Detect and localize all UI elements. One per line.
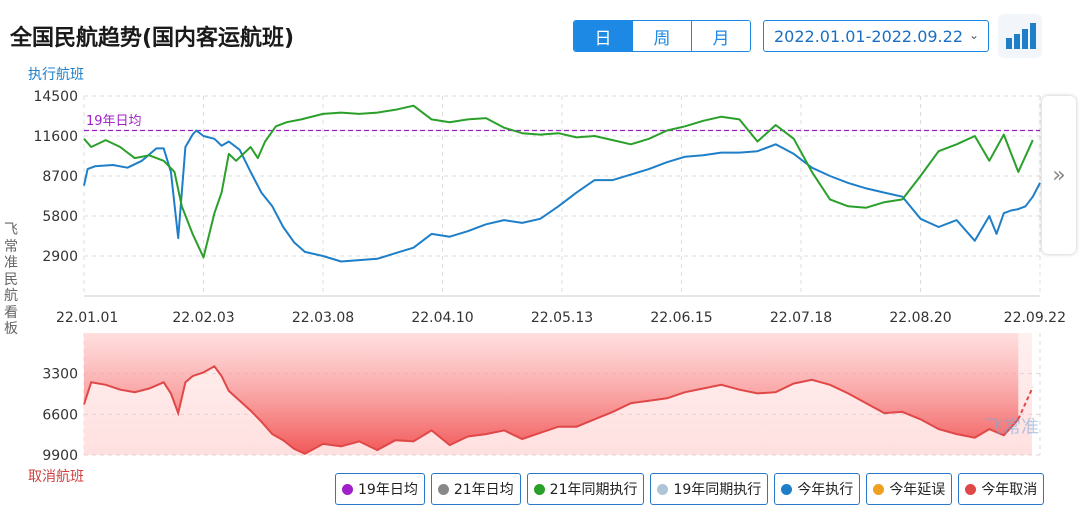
- legend-label: 今年取消: [981, 482, 1038, 498]
- x-tick-label: 22.04.10: [411, 310, 473, 326]
- bottom-bg: [84, 333, 1032, 455]
- series-line-2021-exec: [83, 104, 1034, 259]
- top-series: [83, 104, 1041, 263]
- legend-dot: [657, 483, 669, 495]
- legend-item-2019-exec[interactable]: 19年同期执行: [650, 473, 769, 505]
- period-day-button[interactable]: 日: [574, 21, 632, 51]
- x-tick-label: 22.07.18: [770, 310, 832, 326]
- bottom-y-tick-label: 9900: [42, 448, 78, 464]
- legend-dot: [781, 483, 793, 495]
- legend-item-2019-avg[interactable]: 19年日均: [335, 473, 425, 505]
- top-y-tick-label: 14500: [33, 89, 78, 105]
- legend-label: 21年日均: [453, 482, 514, 498]
- legend-label: 19年同期执行: [673, 482, 762, 498]
- chevron-down-icon: ⌄: [968, 28, 979, 42]
- top-y-tick-label: 5800: [42, 209, 78, 225]
- legend-item-2022-delay[interactable]: 今年延误: [866, 473, 953, 505]
- legend-dot: [965, 483, 977, 495]
- legend-dot: [533, 483, 545, 495]
- bottom-y-tick-label: 3300: [42, 367, 78, 383]
- bottom-series: [83, 333, 1034, 455]
- legend-dot: [437, 483, 449, 495]
- period-month-button[interactable]: 月: [691, 21, 750, 51]
- bottom-grid: [83, 333, 1041, 456]
- reference-line-label: 19年日均: [86, 114, 142, 129]
- x-tick-label: 22.06.15: [650, 310, 712, 326]
- legend-item-2022-cancel[interactable]: 今年取消: [958, 473, 1045, 505]
- period-week-button[interactable]: 周: [632, 21, 691, 51]
- legend-dot: [342, 483, 353, 495]
- expand-panel-handle[interactable]: »: [1042, 96, 1076, 254]
- date-range-value: 2022.01.01-2022.09.22: [774, 26, 963, 46]
- x-tick-label: 22.05.13: [531, 310, 593, 326]
- side-label: 飞常准民航看板: [4, 222, 18, 337]
- legend-label: 19年日均: [358, 482, 418, 498]
- legend-label: 今年执行: [797, 482, 854, 498]
- x-tick-label: 22.03.08: [292, 310, 354, 326]
- double-chevron-right-icon: »: [1052, 162, 1066, 188]
- legend-item-2022-exec[interactable]: 今年执行: [774, 473, 861, 505]
- top-grid: [83, 95, 1041, 297]
- x-tick-label: 22.01.01: [56, 310, 118, 326]
- date-range-select[interactable]: 2022.01.01-2022.09.22 ⌄: [763, 20, 989, 52]
- top-y-tick-label: 8700: [42, 169, 78, 185]
- top-y-tick-label: 2900: [42, 249, 78, 265]
- bar-chart-icon[interactable]: [998, 14, 1042, 58]
- legend: 19年日均 21年日均 21年同期执行 19年同期执行 今年执行 今年延误 今年…: [335, 473, 1045, 505]
- legend-dot: [873, 483, 885, 495]
- cancel-line: [83, 364, 1020, 455]
- top-y-tick-label: 11600: [33, 129, 78, 145]
- series-line-2022-exec: [83, 129, 1041, 263]
- x-tick-label: 22.08.20: [889, 310, 951, 326]
- legend-label: 今年延误: [889, 482, 946, 498]
- watermark: 飞常准: [985, 417, 1039, 438]
- page-title: 全国民航趋势(国内客运航班): [10, 26, 295, 51]
- bottom-y-tick-label: 6600: [42, 407, 78, 423]
- bottom-y-axis-label: 取消航班: [28, 469, 84, 485]
- legend-item-2021-exec[interactable]: 21年同期执行: [526, 473, 645, 505]
- x-tick-label: 22.09.22: [1004, 310, 1066, 326]
- cancel-forecast-line: [1017, 386, 1034, 420]
- legend-label: 21年同期执行: [549, 482, 638, 498]
- axis-labels: 2900 5800 8700 11600 14500 22.01.01 22.02.03 22…: [33, 89, 1066, 464]
- legend-item-2021-avg[interactable]: 21年日均: [430, 473, 521, 505]
- period-selector: 日 周 月: [573, 20, 751, 52]
- cancel-area: [84, 333, 1019, 454]
- top-y-axis-label: 执行航班: [28, 67, 84, 83]
- x-tick-label: 22.02.03: [172, 310, 234, 326]
